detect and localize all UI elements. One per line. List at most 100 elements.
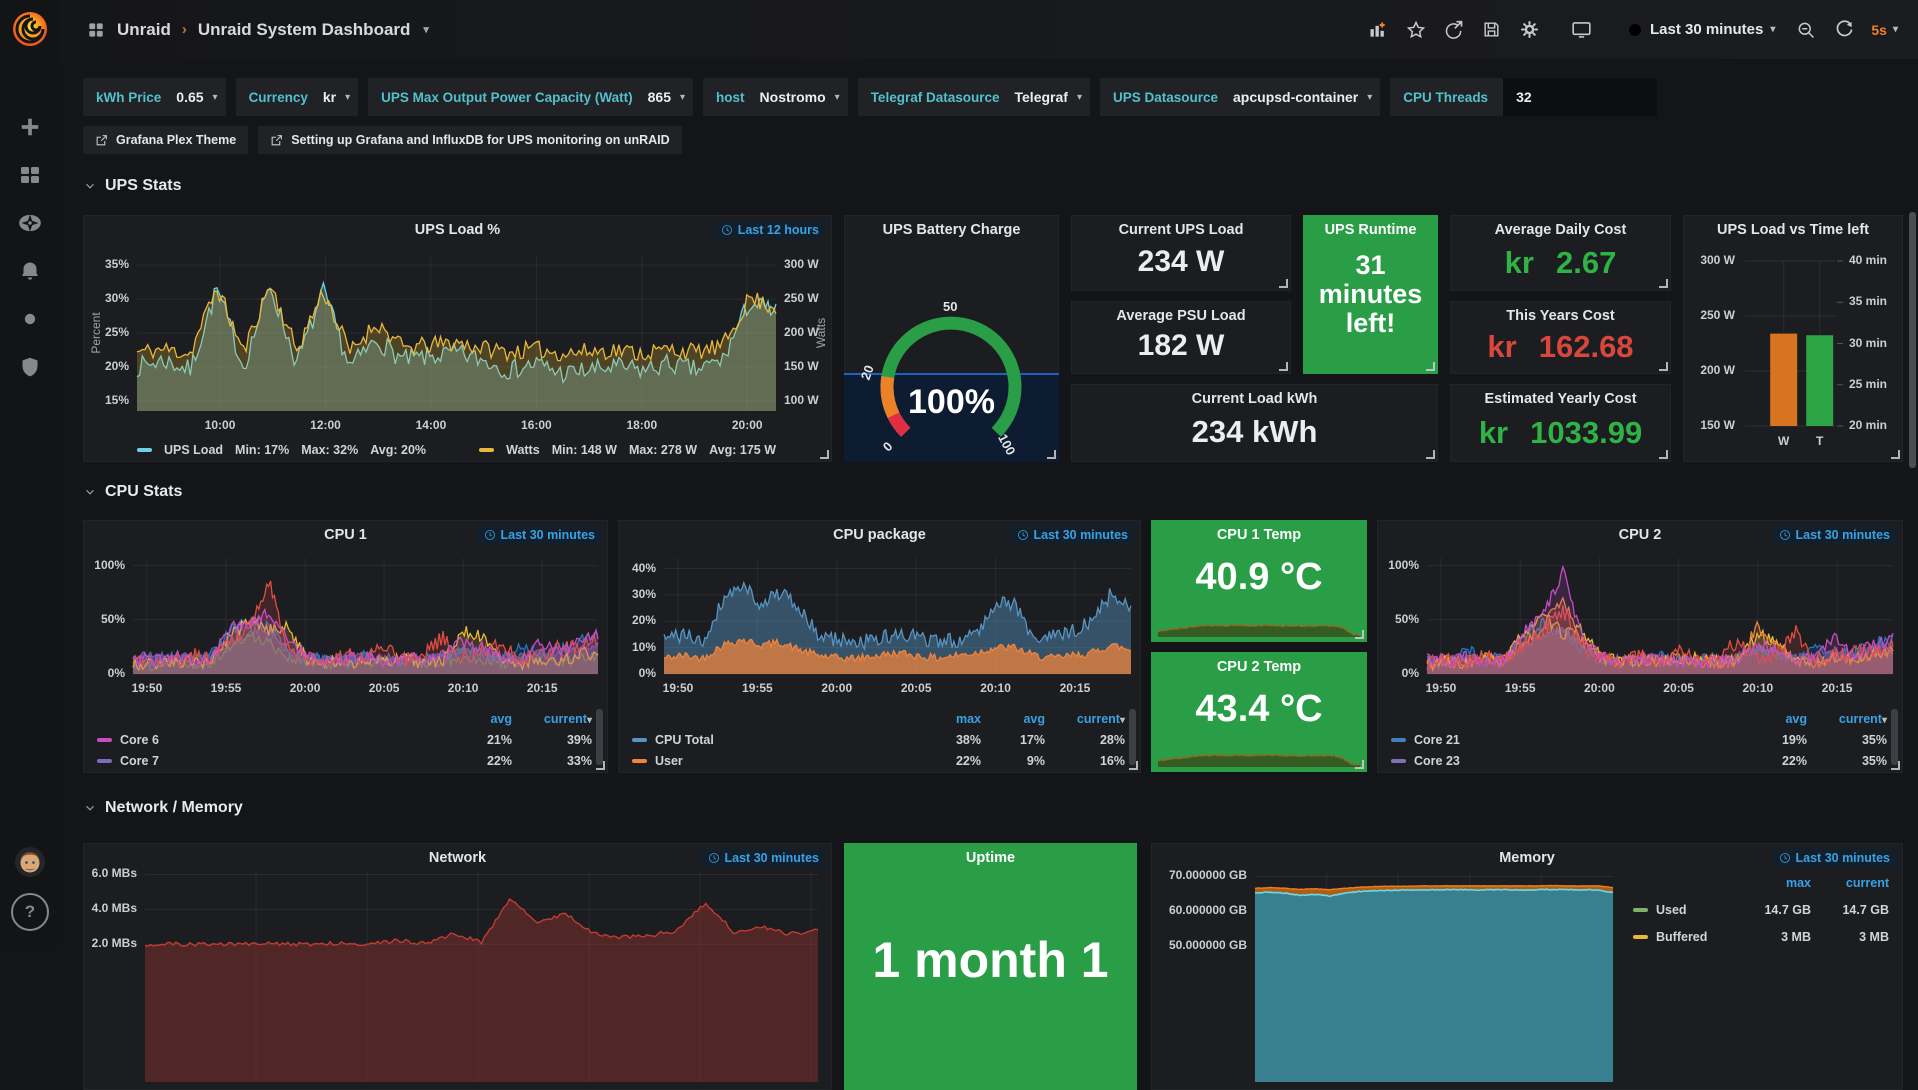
legend-col-current[interactable]: current▾ — [512, 712, 592, 726]
legend-series[interactable]: Core 7 — [97, 754, 448, 768]
panel-resize-handle[interactable] — [1355, 630, 1364, 639]
grafana-logo-icon[interactable] — [9, 8, 51, 50]
panel-resize-handle[interactable] — [1426, 362, 1435, 371]
legend-series[interactable]: Core 21 — [1391, 733, 1743, 747]
panel-title[interactable]: Current UPS Load — [1118, 222, 1244, 238]
link-ups-monitoring-guide[interactable]: Setting up Grafana and InfluxDB for UPS … — [258, 126, 682, 154]
legend-col-avg[interactable]: avg — [490, 711, 512, 726]
configuration-gear-icon[interactable] — [8, 297, 52, 341]
section-ups-stats[interactable]: UPS Stats — [83, 177, 181, 195]
help-icon[interactable]: ? — [11, 893, 49, 931]
page-scrollbar[interactable] — [1909, 212, 1916, 468]
legend-series[interactable]: Buffered — [1633, 930, 1727, 944]
panel-resize-handle[interactable] — [1891, 450, 1900, 459]
legend-series-name[interactable]: Watts — [506, 443, 540, 457]
legend-col-current[interactable]: current — [1845, 875, 1889, 890]
dashboards-grid-icon[interactable] — [8, 153, 52, 197]
panel-resize-handle[interactable] — [596, 761, 605, 770]
breadcrumb-folder[interactable]: Unraid — [117, 19, 171, 39]
panel-resize-handle[interactable] — [1129, 761, 1138, 770]
cpu-threads-input[interactable]: 32 — [1503, 78, 1658, 116]
panel-title[interactable]: CPU package — [833, 527, 926, 543]
cpu-package-chart[interactable]: 40% 30% 20% 10% 0% 19:50 19:55 20:00 20:05 20:10 2… — [618, 520, 1141, 773]
panel-resize-handle[interactable] — [1279, 362, 1288, 371]
legend-series[interactable]: Core 23 — [1391, 754, 1743, 768]
panel-title[interactable]: Average Daily Cost — [1494, 222, 1627, 238]
legend-series[interactable]: Core 6 — [97, 733, 448, 747]
server-admin-shield-icon[interactable] — [8, 345, 52, 389]
dashboard-dropdown-caret[interactable]: ▾ — [423, 24, 429, 36]
explore-compass-icon[interactable] — [8, 201, 52, 245]
network-chart[interactable]: 6.0 MBs 4.0 MBs 2.0 MBs — [83, 843, 832, 1090]
section-network-memory[interactable]: Network / Memory — [83, 799, 243, 817]
panel-title[interactable]: Network — [428, 850, 487, 866]
panel-resize-handle[interactable] — [1659, 362, 1668, 371]
panel-title[interactable]: CPU 2 Temp — [1216, 659, 1302, 675]
legend-current-value: 28% — [1099, 732, 1125, 747]
panel-title[interactable]: This Years Cost — [1506, 308, 1615, 324]
ups-load-chart[interactable]: 35% 30% 25% 20% 15% 300 W 250 W 200 W 150 W 100 W… — [83, 215, 832, 462]
save-icon[interactable] — [1475, 15, 1509, 45]
add-panel-icon[interactable] — [1361, 15, 1395, 45]
axis-label: 12:00 — [310, 418, 341, 432]
panel-resize-handle[interactable] — [1426, 450, 1435, 459]
refresh-icon[interactable] — [1827, 15, 1861, 45]
panel-title[interactable]: UPS Runtime — [1324, 222, 1417, 238]
refresh-interval-picker[interactable]: 5s ▾ — [1865, 22, 1904, 38]
legend-series[interactable]: CPU Total — [632, 733, 917, 747]
add-icon[interactable] — [8, 105, 52, 149]
user-avatar[interactable] — [8, 840, 52, 884]
legend-col-current[interactable]: current▾ — [1807, 712, 1887, 726]
share-icon[interactable] — [1437, 15, 1471, 45]
variable-ups-datasource[interactable]: UPS Datasource apcupsd-container ▾ — [1099, 78, 1381, 116]
panel-title[interactable]: UPS Load vs Time left — [1716, 222, 1870, 238]
variable-host[interactable]: host Nostromo ▾ — [703, 78, 848, 116]
load-vs-time-bar-chart[interactable]: 300 W 250 W 200 W 150 W 40 min 35 min 30 min 25… — [1683, 215, 1903, 462]
panel-resize-handle[interactable] — [1047, 450, 1056, 459]
panel-title[interactable]: Memory — [1499, 850, 1555, 866]
star-icon[interactable] — [1399, 15, 1433, 45]
legend-col-avg[interactable]: avg — [1785, 711, 1807, 726]
legend-series-name[interactable]: UPS Load — [164, 443, 224, 457]
panel-resize-handle[interactable] — [1659, 279, 1668, 288]
time-range-label: Last 30 minutes — [1033, 528, 1128, 542]
panel-title[interactable]: CPU 1 Temp — [1216, 527, 1302, 543]
legend-col-max[interactable]: max — [1785, 875, 1811, 890]
alerting-bell-icon[interactable] — [8, 249, 52, 293]
breadcrumb-dashboard-title[interactable]: Unraid System Dashboard — [197, 19, 411, 39]
zoom-out-icon[interactable] — [1789, 15, 1823, 45]
panel-title[interactable]: UPS Battery Charge — [882, 222, 1021, 238]
cpu2-chart[interactable]: 100% 50% 0% 19:50 19:55 20:00 20:05 20:10 20:15 — [1377, 520, 1903, 773]
legend-col-max[interactable]: max — [955, 711, 981, 726]
panel-resize-handle[interactable] — [1891, 761, 1900, 770]
panel-resize-handle[interactable] — [1659, 450, 1668, 459]
variable-ups-max-output[interactable]: UPS Max Output Power Capacity (Watt) 865… — [368, 78, 694, 116]
legend-scrollbar[interactable] — [596, 709, 603, 765]
legend-series[interactable]: Used — [1633, 903, 1727, 917]
gauge-tick-50: 50 — [943, 299, 958, 314]
panel-resize-handle[interactable] — [1355, 760, 1364, 769]
cpu1-chart[interactable]: 100% 50% 0% 19:50 19:55 20:00 20:05 20:10 20:15 — [83, 520, 608, 773]
section-cpu-stats[interactable]: CPU Stats — [83, 483, 182, 501]
legend-scrollbar[interactable] — [1129, 709, 1136, 765]
legend-col-current[interactable]: current▾ — [1045, 712, 1125, 726]
legend-series[interactable]: User — [632, 754, 917, 768]
tv-mode-icon[interactable] — [1565, 15, 1599, 45]
variable-kwh-price[interactable]: kWh Price 0.65 ▾ — [83, 78, 226, 116]
panel-title[interactable]: CPU 2 — [1618, 527, 1662, 543]
panel-resize-handle[interactable] — [820, 450, 829, 459]
panel-title[interactable]: Estimated Yearly Cost — [1484, 391, 1637, 407]
variable-telegraf-datasource[interactable]: Telegraf Datasource Telegraf ▾ — [857, 78, 1090, 116]
link-grafana-plex-theme[interactable]: Grafana Plex Theme — [83, 126, 249, 154]
panel-title[interactable]: Average PSU Load — [1116, 308, 1246, 324]
panel-title[interactable]: UPS Load % — [414, 222, 501, 238]
panel-resize-handle[interactable] — [1279, 279, 1288, 288]
panel-title[interactable]: Uptime — [965, 850, 1016, 866]
time-range-picker[interactable]: Last 30 minutes ▾ — [1617, 21, 1785, 38]
variable-currency[interactable]: Currency kr ▾ — [235, 78, 359, 116]
panel-title[interactable]: CPU 1 — [324, 527, 367, 543]
legend-scrollbar[interactable] — [1891, 709, 1898, 765]
panel-title[interactable]: Current Load kWh — [1191, 391, 1318, 407]
dashboard-settings-gear-icon[interactable] — [1513, 15, 1547, 45]
legend-col-avg[interactable]: avg — [1023, 711, 1045, 726]
